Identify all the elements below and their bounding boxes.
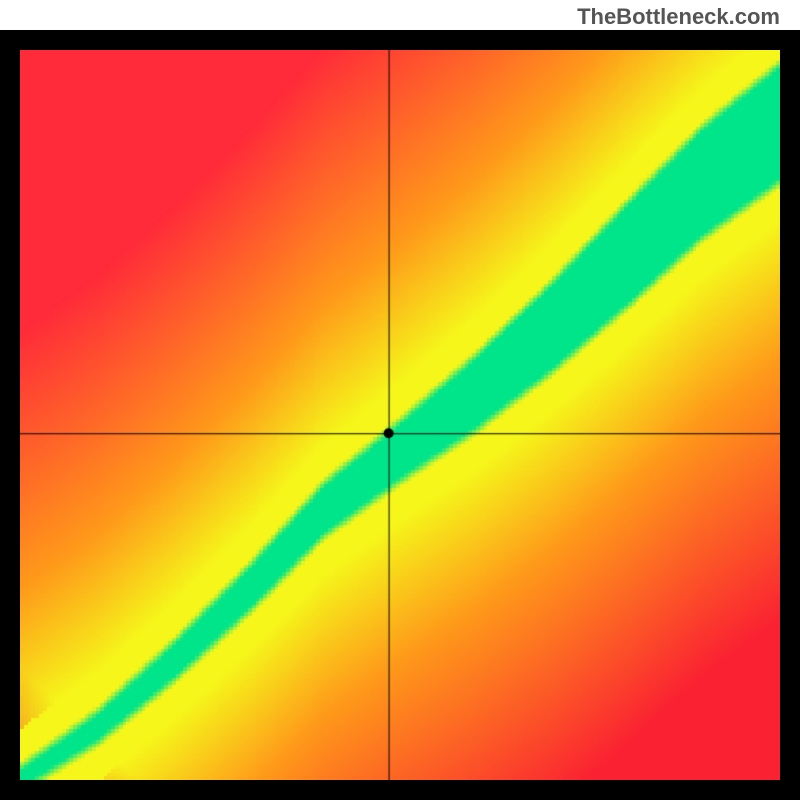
frame-border-left [0,30,20,800]
frame-border-top [0,30,800,50]
chart-container: TheBottleneck.com [0,0,800,800]
frame-border-right [780,30,800,800]
frame-border-bottom [0,780,800,800]
watermark-text: TheBottleneck.com [577,4,780,30]
bottleneck-heatmap [20,50,780,780]
